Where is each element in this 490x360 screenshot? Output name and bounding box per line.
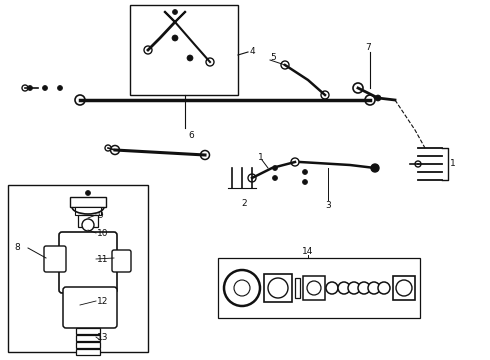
Bar xyxy=(76,335,100,341)
Circle shape xyxy=(22,85,28,91)
Bar xyxy=(264,274,292,302)
Circle shape xyxy=(268,278,288,298)
Circle shape xyxy=(200,150,210,159)
Circle shape xyxy=(111,145,120,154)
Bar xyxy=(303,276,325,300)
Text: 14: 14 xyxy=(302,248,314,256)
Circle shape xyxy=(375,95,381,101)
Circle shape xyxy=(82,219,94,231)
Circle shape xyxy=(43,85,48,90)
Bar xyxy=(76,328,100,334)
Text: 13: 13 xyxy=(97,333,108,342)
Bar xyxy=(78,215,98,227)
Circle shape xyxy=(365,95,375,105)
Circle shape xyxy=(224,270,260,306)
Circle shape xyxy=(172,35,178,41)
FancyBboxPatch shape xyxy=(44,246,66,272)
Circle shape xyxy=(272,175,277,180)
Circle shape xyxy=(248,174,256,182)
Bar xyxy=(218,258,420,318)
Circle shape xyxy=(348,282,360,294)
Circle shape xyxy=(27,85,32,90)
Bar xyxy=(76,342,100,348)
Bar xyxy=(130,5,238,95)
FancyBboxPatch shape xyxy=(59,232,117,293)
Circle shape xyxy=(415,161,421,167)
Bar xyxy=(295,278,300,298)
Circle shape xyxy=(187,55,193,61)
Circle shape xyxy=(272,166,277,171)
Circle shape xyxy=(234,280,250,296)
Circle shape xyxy=(321,91,329,99)
Circle shape xyxy=(206,58,214,66)
Circle shape xyxy=(172,9,177,14)
Circle shape xyxy=(57,85,63,90)
Circle shape xyxy=(326,282,338,294)
Text: 8: 8 xyxy=(14,243,20,252)
Text: 7: 7 xyxy=(365,44,371,53)
Text: 11: 11 xyxy=(97,256,108,265)
Circle shape xyxy=(281,61,289,69)
Bar xyxy=(8,185,148,352)
Circle shape xyxy=(307,281,321,295)
FancyBboxPatch shape xyxy=(112,250,131,272)
Text: 9: 9 xyxy=(97,211,103,220)
Text: 12: 12 xyxy=(97,297,108,306)
FancyBboxPatch shape xyxy=(63,287,117,328)
Text: 3: 3 xyxy=(325,201,331,210)
Text: 1: 1 xyxy=(258,153,264,162)
Circle shape xyxy=(368,282,380,294)
Text: 5: 5 xyxy=(270,54,276,63)
Circle shape xyxy=(353,83,363,93)
Circle shape xyxy=(371,164,379,172)
Text: 6: 6 xyxy=(188,130,194,139)
Bar xyxy=(70,197,106,207)
Text: 2: 2 xyxy=(241,199,247,208)
Bar xyxy=(393,276,415,300)
Bar xyxy=(75,207,101,215)
Circle shape xyxy=(302,170,308,175)
Circle shape xyxy=(396,280,412,296)
Circle shape xyxy=(105,145,111,151)
Text: 4: 4 xyxy=(250,48,256,57)
Text: 1: 1 xyxy=(450,159,456,168)
Bar xyxy=(76,349,100,355)
Circle shape xyxy=(302,180,308,184)
Circle shape xyxy=(85,190,91,195)
Circle shape xyxy=(338,282,350,294)
Circle shape xyxy=(291,158,299,166)
Circle shape xyxy=(378,282,390,294)
Circle shape xyxy=(144,46,152,54)
Circle shape xyxy=(75,95,85,105)
Circle shape xyxy=(358,282,370,294)
Text: 10: 10 xyxy=(97,230,108,238)
